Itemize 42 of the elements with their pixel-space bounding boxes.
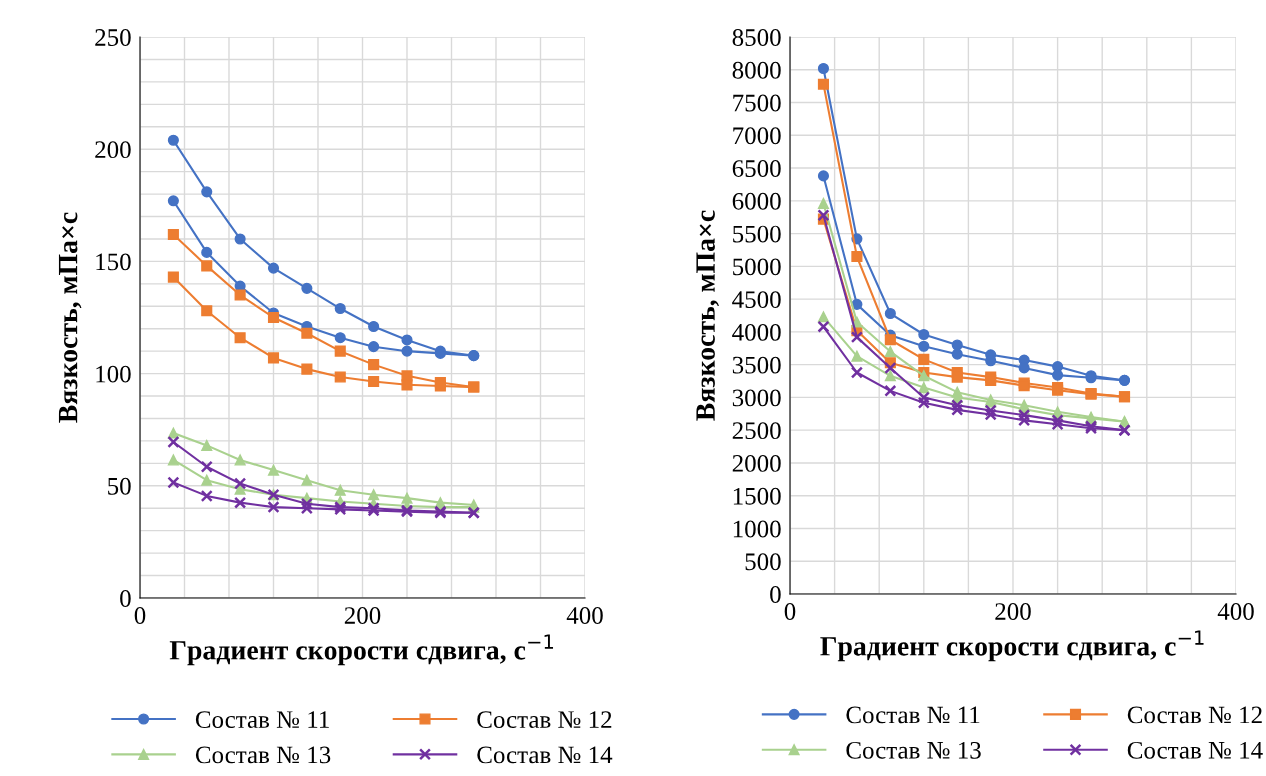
y-tick-label: 5500	[733, 225, 781, 243]
y-tick-label: 3000	[732, 389, 781, 407]
y-tick-label: 5000	[733, 258, 781, 276]
legend-label: Состав № 13	[195, 746, 331, 764]
x-tick-label: 200	[344, 607, 381, 624]
y-tick-label: 500	[745, 553, 781, 571]
legend-label: Состав № 14	[477, 746, 613, 764]
y-tick-label: 7000	[733, 127, 781, 145]
x-tick-label: 400	[566, 607, 603, 624]
y-tick-label: 0	[770, 586, 781, 603]
y-tick-label: 8000	[732, 61, 781, 79]
legend-label: Состав № 14	[1127, 741, 1263, 759]
y-tick-label: 100	[96, 365, 131, 383]
x-axis-title: Градиент скорости сдвига, с$^{−1}$	[169, 634, 554, 666]
y-tick-label: 1000	[733, 520, 781, 538]
y-tick-label: 1500	[733, 487, 781, 505]
y-tick-label: 6500	[732, 160, 781, 177]
y-tick-label: 200	[95, 141, 131, 159]
y-tick-label: 7500	[733, 94, 781, 112]
y-tick-label: 0	[120, 590, 131, 607]
y-tick-label: 2000	[732, 454, 781, 472]
x-axis-title: Градиент скорости сдвига, с$^{−1}$	[820, 630, 1204, 662]
x-tick-label: 0	[784, 603, 796, 620]
y-tick-label: 250	[95, 29, 131, 46]
x-tick-label: 200	[995, 603, 1031, 620]
legend-label: Состав № 11	[195, 711, 329, 729]
legend-label: Состав № 13	[846, 741, 981, 759]
y-tick-label: 50	[108, 477, 131, 495]
y-tick-label: 4000	[732, 323, 781, 341]
y-tick-label: 8500	[732, 29, 781, 46]
legend-label: Состав № 12	[1127, 706, 1262, 724]
y-tick-label: 3500	[732, 356, 781, 374]
y-axis-title: Вязкость, мПа×с	[696, 210, 719, 421]
y-tick-label: 2500	[732, 422, 781, 440]
y-tick-label: 150	[96, 253, 131, 271]
x-tick-label: 400	[1217, 603, 1254, 620]
y-tick-label: 6000	[732, 192, 781, 210]
legend-label: Состав № 12	[477, 711, 612, 729]
y-axis-title: Вязкость, мПа×с	[58, 212, 82, 423]
y-tick-label: 4500	[732, 291, 781, 309]
x-tick-label: 0	[134, 607, 146, 624]
legend-label: Состав № 11	[846, 706, 980, 724]
